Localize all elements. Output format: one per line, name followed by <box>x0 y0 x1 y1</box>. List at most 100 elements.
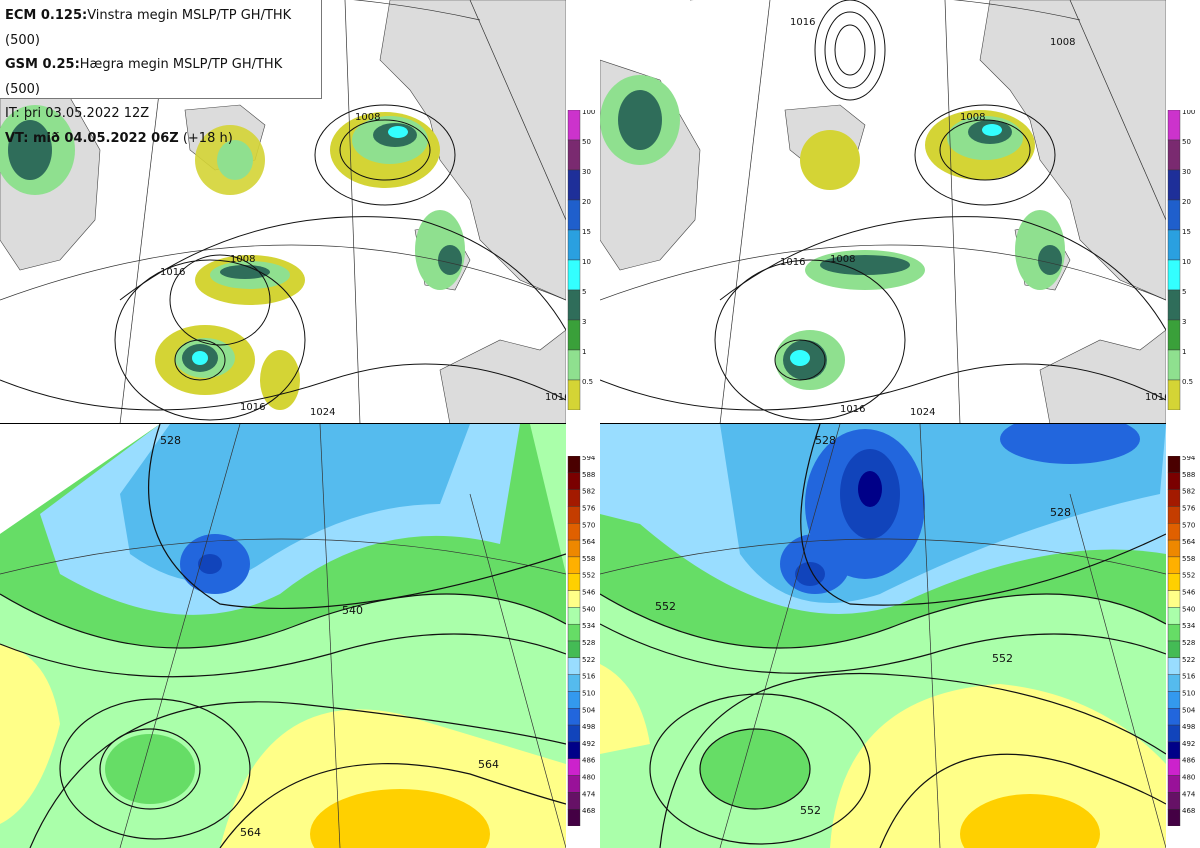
colorbar-swatch <box>567 319 581 351</box>
isobar-label: 1016 <box>545 392 566 403</box>
colorbar-label: 498 <box>582 723 595 731</box>
colorbar-label: 474 <box>582 790 596 798</box>
isobar-label: 1008 <box>355 112 380 123</box>
colorbar-swatch <box>1167 289 1181 321</box>
colorbar-label: 10 <box>1182 258 1191 266</box>
colorbar-swatch <box>567 199 581 231</box>
colorbar-label: 492 <box>1182 740 1195 748</box>
colorbar-swatch <box>1167 139 1181 171</box>
colorbar-label: 30 <box>582 168 591 176</box>
colorbar-swatch <box>1167 259 1181 291</box>
colorbar-label: 558 <box>1182 555 1195 563</box>
colorbar-label: 528 <box>1182 639 1195 647</box>
colorbar-label: 570 <box>582 521 595 529</box>
isobar-label: 1008 <box>960 112 985 123</box>
colorbar-label: 588 <box>582 471 595 479</box>
colorbar-label: 552 <box>582 572 595 580</box>
colorbar-label: 492 <box>582 740 595 748</box>
thickness-label: 528 <box>1050 506 1071 519</box>
isobar-label: 1024 <box>910 407 935 418</box>
colorbar-swatch <box>1167 674 1181 692</box>
colorbar-swatch <box>567 775 581 793</box>
colorbar-label: 582 <box>582 488 595 496</box>
colorbar-swatch <box>1167 110 1181 141</box>
title-line-ecm: ECM 0.125:Vinstra megin MSLP/TP GH/THK (… <box>5 8 292 48</box>
colorbar-label: 576 <box>1182 504 1196 512</box>
colorbar-swatch <box>1167 379 1181 410</box>
colorbar-swatch <box>1167 657 1181 675</box>
colorbar-swatch <box>567 456 581 474</box>
colorbar-swatch <box>1167 590 1181 608</box>
panel-divider <box>0 423 566 424</box>
colorbar-swatch <box>567 758 581 776</box>
colorbar-swatch <box>1167 708 1181 726</box>
colorbar-label: 5 <box>1182 288 1186 296</box>
colorbar-label: 516 <box>1182 673 1196 681</box>
title-line-gsm: GSM 0.25:Hægra megin MSLP/TP GH/THK (500… <box>5 57 283 97</box>
colorbar-swatch <box>1167 741 1181 759</box>
colorbar-label: 486 <box>582 757 596 765</box>
colorbar-swatch <box>567 607 581 625</box>
colorbar-label: 552 <box>1182 572 1195 580</box>
colorbar-swatch <box>1167 472 1181 490</box>
colorbar-swatch <box>567 792 581 810</box>
colorbar-swatch <box>1167 573 1181 591</box>
thickness-label: 552 <box>800 804 821 817</box>
colorbar-swatch <box>567 289 581 321</box>
colorbar-label: 594 <box>1182 456 1196 462</box>
colorbar-label: 0.5 <box>582 378 593 386</box>
colorbar-label: 468 <box>582 807 595 815</box>
colorbar-swatch <box>567 110 581 141</box>
colorbar-label: 546 <box>1182 589 1196 597</box>
colorbar-swatch <box>567 139 581 171</box>
colorbar-swatch <box>1167 319 1181 351</box>
colorbar-swatch <box>567 169 581 201</box>
thickness-label: 540 <box>342 604 363 617</box>
isobar-label: 1016 <box>840 404 865 415</box>
colorbar-swatch <box>567 379 581 410</box>
colorbar-label: 100 <box>582 110 595 116</box>
colorbar-swatch <box>1167 539 1181 558</box>
colorbar-swatch <box>1167 456 1181 474</box>
colorbar-label: 522 <box>1182 656 1195 664</box>
colorbar-swatch <box>567 657 581 675</box>
isobar-label: 1016 <box>160 267 185 278</box>
colorbar-swatch <box>567 523 581 541</box>
colorbar-label: 522 <box>582 656 595 664</box>
land-scandinavia <box>379 0 566 301</box>
colorbar-swatch <box>1167 229 1181 261</box>
colorbar-label: 20 <box>1182 198 1191 206</box>
colorbar-swatch <box>1167 758 1181 776</box>
colorbar-swatch <box>567 724 581 743</box>
colorbar-swatch <box>567 229 581 261</box>
isobar-label: 1016 <box>240 402 265 413</box>
colorbar-swatch <box>1167 556 1181 574</box>
colorbar-swatch <box>567 590 581 608</box>
colorbar-swatch <box>567 674 581 692</box>
colorbar-label: 480 <box>1182 774 1195 782</box>
colorbar-swatch <box>1167 640 1181 659</box>
colorbar-label: 564 <box>1182 538 1196 546</box>
thickness-label: 552 <box>992 652 1013 665</box>
colorbar-label: 30 <box>1182 168 1191 176</box>
isobar-label: 1016 <box>1145 392 1166 403</box>
thickness-label: 564 <box>478 758 499 771</box>
colorbar-label: 5 <box>582 288 586 296</box>
precip-colorbar: 100 50 30 20 15 10 5 3 1 0.5 <box>1166 110 1200 410</box>
colorbar-label: 3 <box>1182 318 1186 326</box>
colorbar-swatch <box>567 349 581 381</box>
colorbar-label: 498 <box>1182 723 1195 731</box>
colorbar-swatch <box>567 623 581 642</box>
isobar-label: 1016 <box>790 17 815 28</box>
colorbar-label: 510 <box>582 689 595 697</box>
colorbar-label: 50 <box>582 138 591 146</box>
colorbar-label: 510 <box>1182 689 1195 697</box>
isobar-label: 1008 <box>1050 37 1075 48</box>
thickness-colorbar: 594 588 582 576 570 564 558 552 546 540 534 528 522 5… <box>1166 456 1200 826</box>
colorbar-swatch <box>1167 607 1181 625</box>
colorbar-label: 540 <box>582 605 595 613</box>
colorbar-label: 15 <box>1182 228 1191 236</box>
colorbar-label: 540 <box>1182 605 1195 613</box>
colorbar-label: 50 <box>1182 138 1191 146</box>
thickness-label: 564 <box>240 826 261 839</box>
